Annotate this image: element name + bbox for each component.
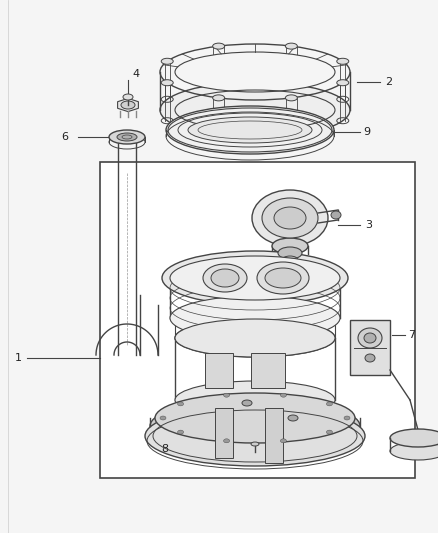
Ellipse shape [160, 416, 166, 420]
Text: 1: 1 [14, 353, 21, 363]
Ellipse shape [123, 94, 133, 100]
Ellipse shape [121, 101, 135, 109]
Ellipse shape [288, 415, 298, 421]
Ellipse shape [331, 211, 341, 219]
Ellipse shape [117, 133, 137, 141]
Ellipse shape [175, 52, 335, 92]
Ellipse shape [170, 256, 340, 300]
Ellipse shape [390, 429, 438, 447]
Ellipse shape [337, 80, 349, 86]
Ellipse shape [166, 106, 334, 154]
Ellipse shape [390, 442, 438, 460]
Ellipse shape [257, 262, 309, 294]
Bar [215, 408, 233, 458]
Ellipse shape [212, 43, 225, 49]
Ellipse shape [223, 393, 230, 397]
Ellipse shape [212, 95, 225, 101]
Ellipse shape [326, 402, 332, 406]
Bar [100, 162, 415, 478]
Ellipse shape [285, 95, 297, 101]
Ellipse shape [150, 399, 360, 453]
Ellipse shape [175, 319, 335, 357]
Text: 9: 9 [363, 127, 370, 137]
Text: 2: 2 [385, 77, 392, 87]
Ellipse shape [161, 80, 173, 86]
Text: 4: 4 [132, 69, 139, 79]
Ellipse shape [337, 58, 349, 64]
Ellipse shape [156, 40, 354, 104]
Text: 3: 3 [365, 220, 372, 230]
Ellipse shape [280, 439, 286, 443]
Polygon shape [118, 99, 138, 111]
Ellipse shape [251, 442, 259, 446]
Ellipse shape [252, 190, 328, 246]
Ellipse shape [175, 319, 335, 357]
Bar [205, 353, 233, 388]
Ellipse shape [170, 296, 340, 340]
Ellipse shape [272, 238, 308, 254]
Ellipse shape [285, 43, 297, 49]
Ellipse shape [364, 333, 376, 343]
Ellipse shape [326, 430, 332, 434]
Ellipse shape [365, 354, 375, 362]
Ellipse shape [188, 117, 312, 143]
Ellipse shape [280, 393, 286, 397]
Ellipse shape [278, 247, 302, 259]
Ellipse shape [155, 393, 355, 443]
Ellipse shape [344, 416, 350, 420]
Ellipse shape [265, 268, 301, 288]
Ellipse shape [242, 400, 252, 406]
Text: 8: 8 [161, 444, 168, 454]
Ellipse shape [162, 251, 348, 305]
Ellipse shape [223, 439, 230, 443]
Ellipse shape [175, 381, 335, 419]
Ellipse shape [160, 82, 350, 138]
Ellipse shape [145, 406, 365, 466]
Ellipse shape [161, 58, 173, 64]
Text: 7: 7 [408, 330, 415, 340]
Ellipse shape [177, 402, 184, 406]
Bar [265, 408, 283, 463]
Ellipse shape [177, 430, 184, 434]
Bar [251, 353, 285, 388]
Text: 6: 6 [61, 132, 68, 142]
Ellipse shape [109, 130, 145, 144]
Ellipse shape [358, 328, 382, 348]
Ellipse shape [262, 198, 318, 238]
Ellipse shape [211, 269, 239, 287]
Ellipse shape [274, 207, 306, 229]
Bar [350, 320, 390, 375]
Ellipse shape [203, 264, 247, 292]
